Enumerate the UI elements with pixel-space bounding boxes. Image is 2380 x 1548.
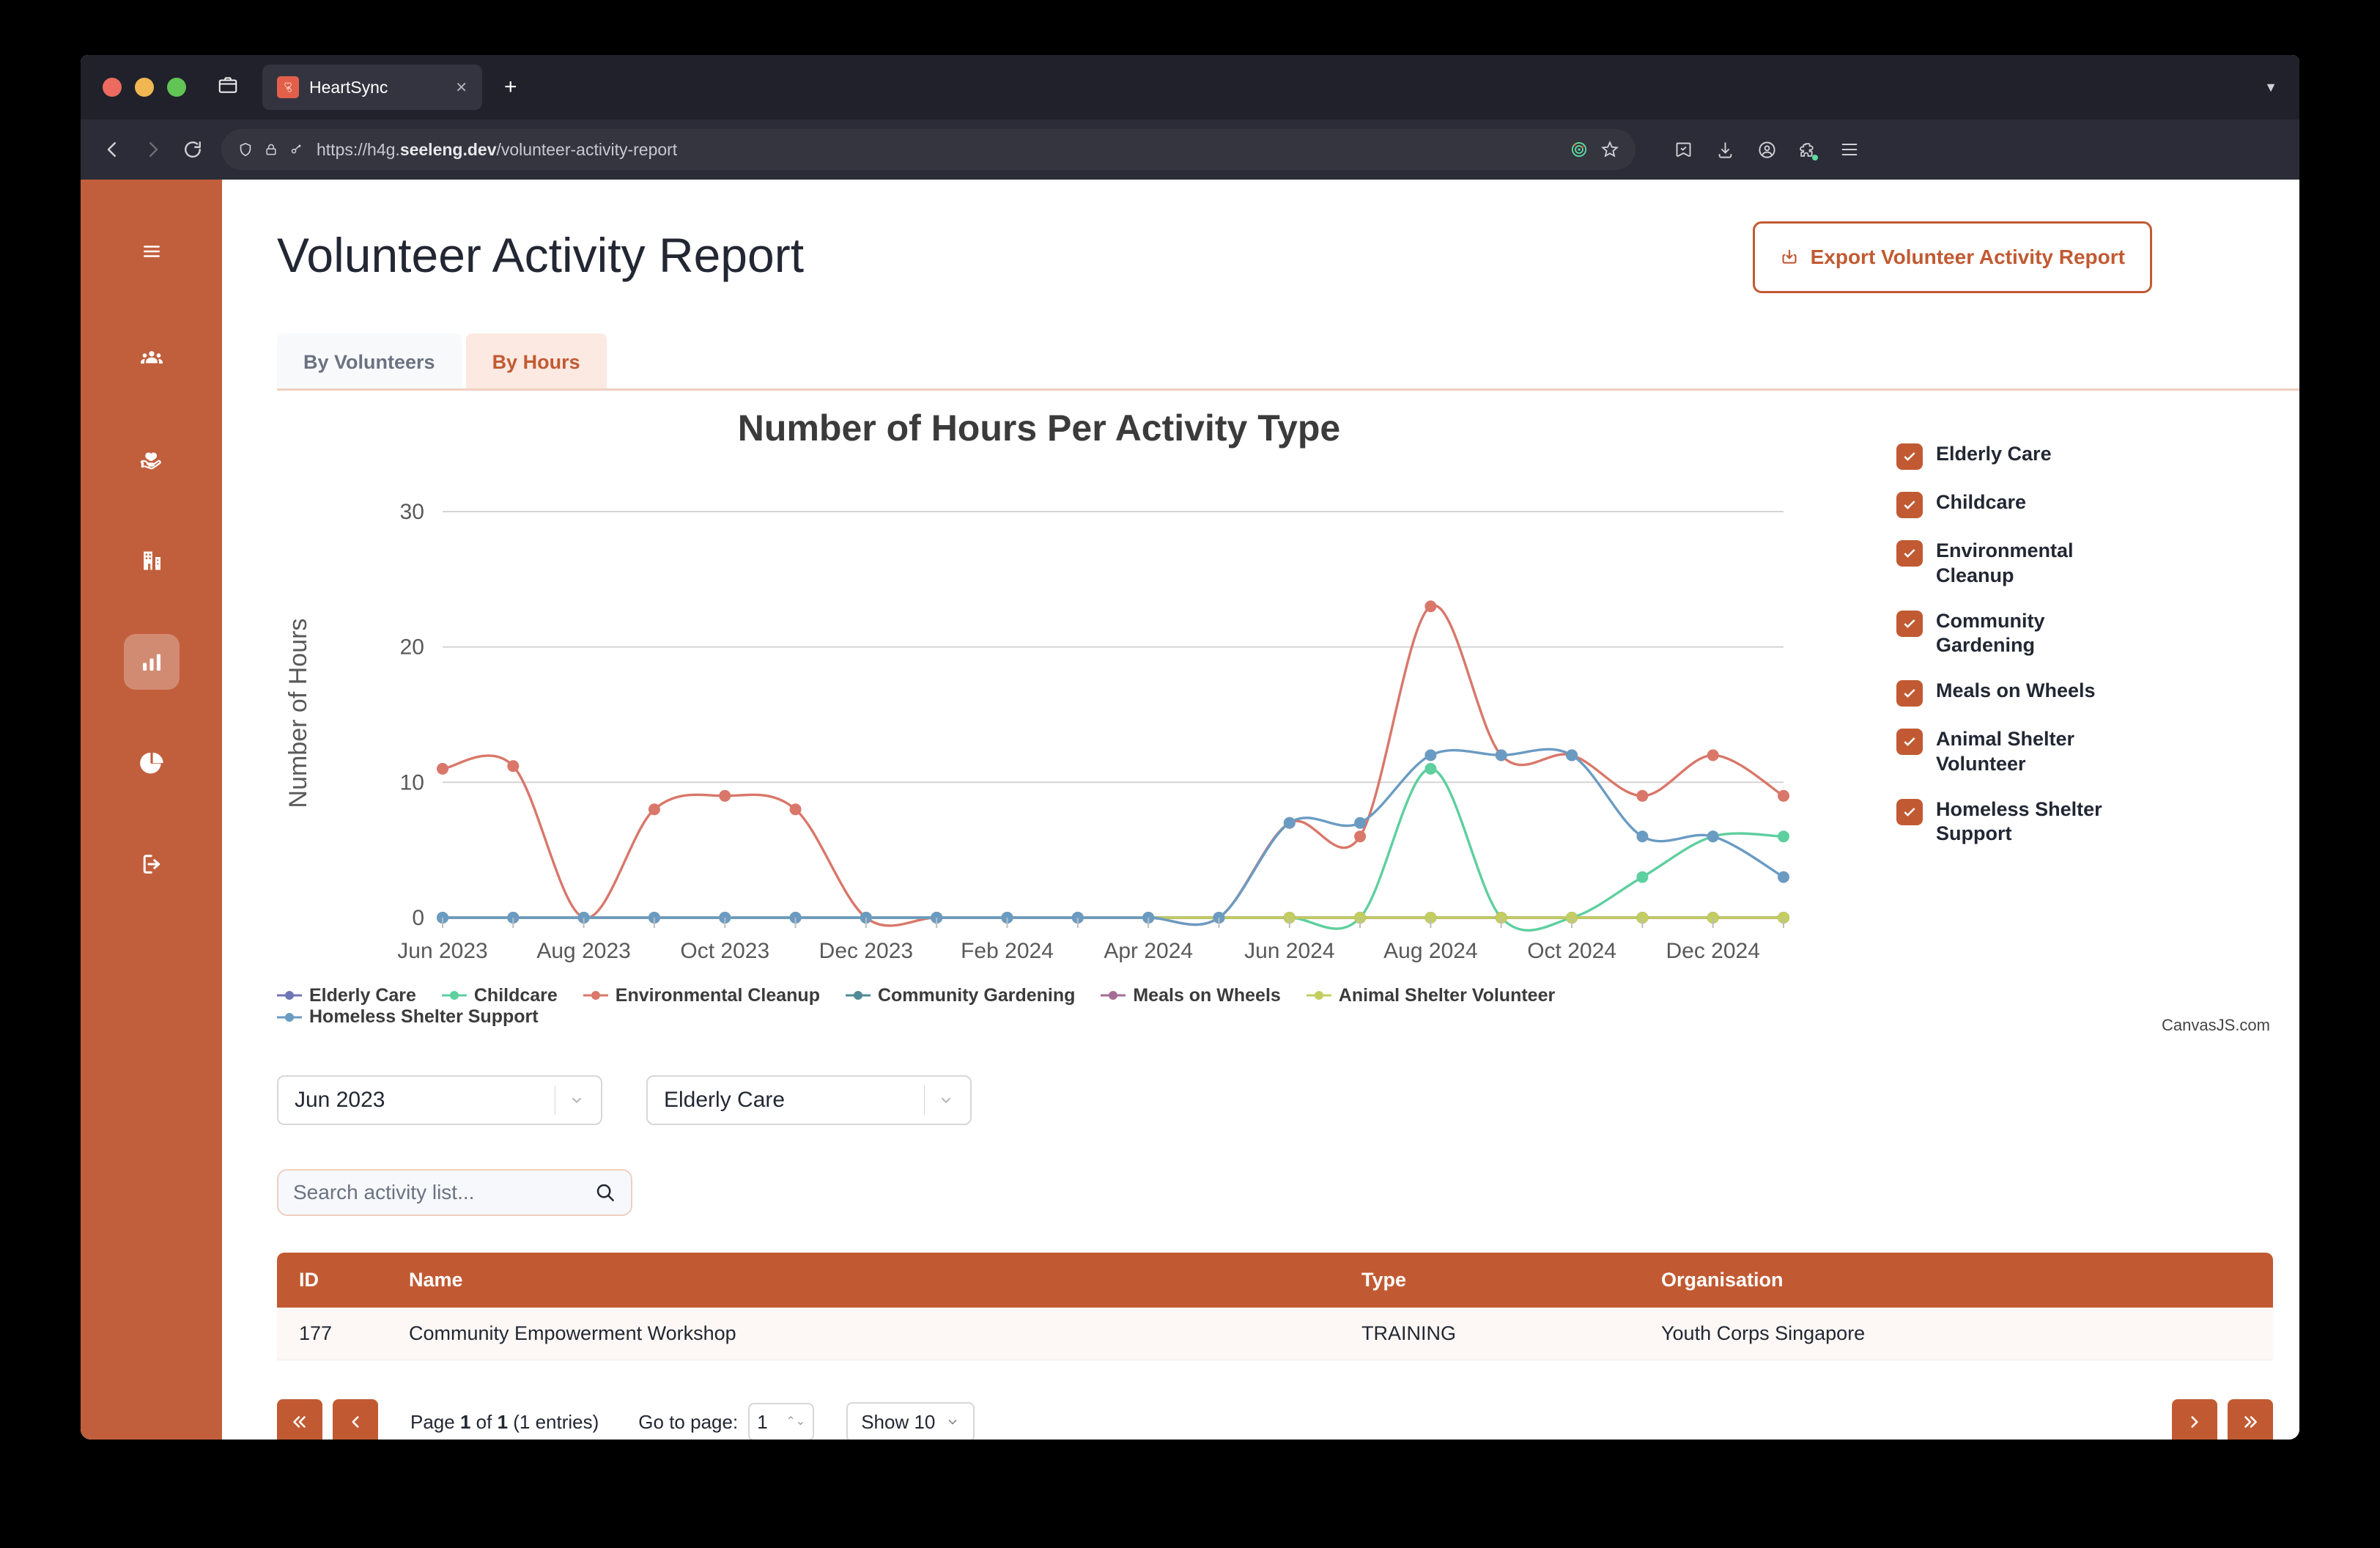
- svg-text:Oct 2024: Oct 2024: [1527, 939, 1616, 963]
- svg-text:30: 30: [400, 500, 424, 524]
- svg-text:Jun 2023: Jun 2023: [397, 939, 487, 963]
- svg-text:Feb 2024: Feb 2024: [961, 939, 1054, 963]
- svg-text:Aug 2023: Aug 2023: [536, 939, 630, 963]
- svg-text:Apr 2024: Apr 2024: [1104, 939, 1193, 963]
- svg-text:Dec 2023: Dec 2023: [819, 939, 913, 963]
- svg-text:0: 0: [412, 906, 424, 930]
- svg-text:10: 10: [400, 770, 424, 795]
- svg-text:Number of Hours: Number of Hours: [284, 619, 312, 808]
- svg-text:20: 20: [400, 635, 424, 660]
- svg-text:Aug 2024: Aug 2024: [1383, 939, 1477, 963]
- svg-text:Jun 2024: Jun 2024: [1244, 939, 1334, 963]
- svg-text:Oct 2023: Oct 2023: [680, 939, 769, 963]
- svg-text:Number of Hours Per Activity T: Number of Hours Per Activity Type: [738, 408, 1340, 449]
- svg-text:Dec 2024: Dec 2024: [1666, 939, 1759, 963]
